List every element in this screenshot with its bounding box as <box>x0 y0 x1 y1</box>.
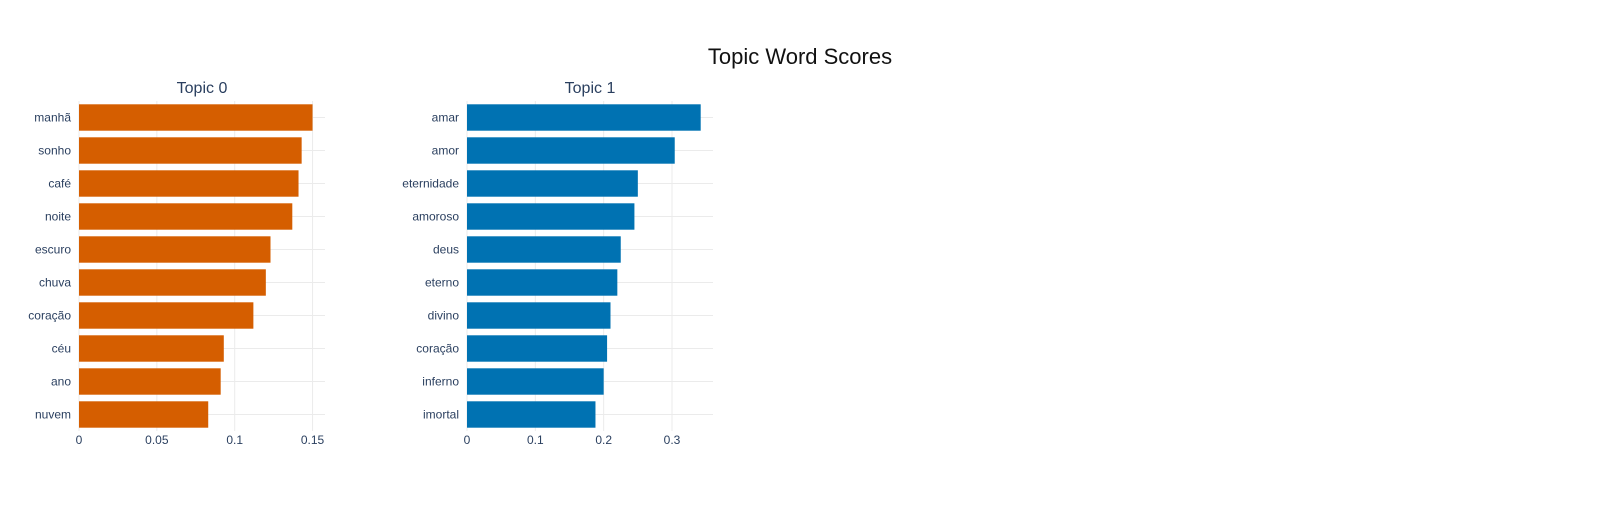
x-tick-label: 0.1 <box>527 433 544 447</box>
y-tick-label: deus <box>433 243 459 257</box>
subplot-title: Topic 0 <box>177 80 228 97</box>
bar <box>79 335 224 362</box>
x-tick-label: 0 <box>76 433 83 447</box>
bar <box>467 104 701 131</box>
x-tick-label: 0.05 <box>145 433 169 447</box>
bar <box>467 335 608 362</box>
bar <box>79 269 266 296</box>
y-tick-label: manhã <box>34 111 71 125</box>
y-tick-label: amor <box>432 144 459 158</box>
y-tick-label: coração <box>28 309 71 323</box>
y-tick-label: eternidade <box>402 177 459 191</box>
y-tick-label: noite <box>45 210 71 224</box>
bar <box>467 401 596 428</box>
bar <box>79 236 271 263</box>
bar <box>79 368 221 395</box>
y-tick-label: divino <box>428 309 460 323</box>
bar <box>79 170 299 197</box>
x-tick-label: 0.3 <box>664 433 681 447</box>
subplot-topic-1: Topic 1 amar amor eternidade amoroso deus eter… <box>402 80 713 447</box>
y-tick-label: coração <box>416 342 459 356</box>
bar <box>467 170 638 197</box>
bar <box>79 302 254 329</box>
bar <box>467 368 604 395</box>
y-tick-label: amoroso <box>412 210 459 224</box>
y-tick-label: nuvem <box>35 408 71 422</box>
y-tick-label: inferno <box>422 375 459 389</box>
bar <box>467 269 618 296</box>
bar <box>467 302 611 329</box>
y-tick-label: escuro <box>35 243 71 257</box>
bar <box>79 104 313 131</box>
subplot-title: Topic 1 <box>565 80 616 97</box>
y-tick-label: imortal <box>423 408 459 422</box>
bar <box>79 203 293 230</box>
bar <box>79 137 302 164</box>
y-tick-label: eterno <box>425 276 459 290</box>
y-tick-label: ano <box>51 375 71 389</box>
y-tick-label: amar <box>432 111 459 125</box>
x-tick-label: 0 <box>464 433 471 447</box>
y-tick-label: sonho <box>38 144 71 158</box>
x-tick-label: 0.1 <box>226 433 243 447</box>
y-tick-label: céu <box>52 342 71 356</box>
bar <box>79 401 209 428</box>
figure-title: Topic Word Scores <box>708 44 892 69</box>
bar <box>467 236 621 263</box>
bar <box>467 203 635 230</box>
bar <box>467 137 675 164</box>
y-tick-label: café <box>48 177 71 191</box>
y-tick-label: chuva <box>39 276 71 290</box>
x-tick-label: 0.15 <box>301 433 325 447</box>
x-tick-label: 0.2 <box>595 433 612 447</box>
subplot-topic-0: Topic 0 manhã sonho café noite escuro chuva cor… <box>28 80 325 447</box>
